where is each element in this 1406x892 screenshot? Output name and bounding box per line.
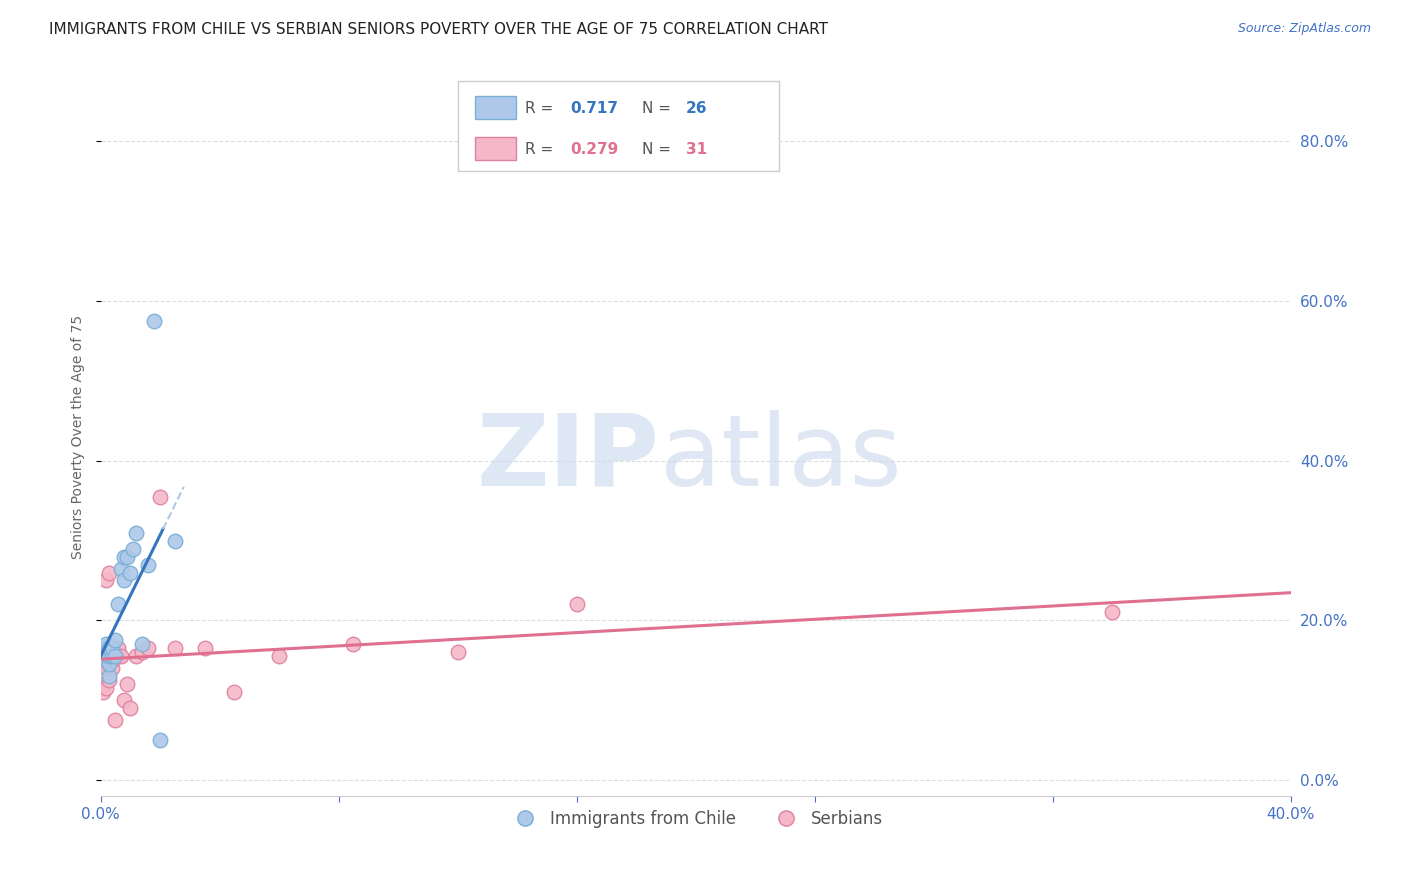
Point: [101, 649, 124, 664]
Text: ZIP: ZIP: [477, 409, 659, 507]
Point: [112, 574, 135, 588]
Point: [125, 525, 148, 540]
Text: R =: R =: [526, 101, 558, 116]
Point: [96, 653, 118, 667]
Text: 0.717: 0.717: [571, 101, 619, 116]
Point: [163, 641, 186, 656]
Point: [93, 649, 115, 664]
Point: [565, 598, 588, 612]
Point: [224, 685, 246, 699]
Legend: Immigrants from Chile, Serbians: Immigrants from Chile, Serbians: [502, 803, 890, 835]
Point: [110, 561, 132, 575]
Point: [117, 549, 139, 564]
Point: [107, 649, 129, 664]
Point: [96, 574, 118, 588]
Point: [93, 677, 115, 691]
FancyBboxPatch shape: [457, 81, 779, 171]
Point: [107, 641, 129, 656]
Point: [194, 641, 217, 656]
Point: [110, 649, 132, 664]
Point: [96, 681, 118, 696]
Point: [93, 685, 115, 699]
Text: N =: N =: [643, 142, 676, 157]
Point: [163, 533, 186, 548]
Point: [104, 649, 127, 664]
Point: [104, 633, 127, 648]
Point: [131, 645, 153, 659]
Point: [125, 649, 148, 664]
Point: [112, 693, 135, 707]
Point: [107, 598, 129, 612]
Text: 0.279: 0.279: [571, 142, 619, 157]
Point: [149, 733, 172, 747]
FancyBboxPatch shape: [475, 137, 516, 160]
Point: [120, 566, 142, 580]
Point: [104, 649, 127, 664]
Text: 31: 31: [686, 142, 707, 157]
Point: [120, 701, 142, 715]
Point: [112, 549, 135, 564]
Text: N =: N =: [643, 101, 676, 116]
Point: [96, 661, 118, 675]
Point: [98, 641, 121, 656]
FancyBboxPatch shape: [475, 96, 516, 120]
Point: [342, 637, 364, 651]
Point: [122, 541, 145, 556]
Point: [93, 641, 115, 656]
Point: [98, 649, 121, 664]
Point: [136, 558, 159, 572]
Point: [446, 645, 468, 659]
Point: [96, 637, 118, 651]
Point: [149, 490, 172, 504]
Point: [98, 566, 121, 580]
Point: [136, 641, 159, 656]
Text: atlas: atlas: [659, 409, 901, 507]
Text: Source: ZipAtlas.com: Source: ZipAtlas.com: [1237, 22, 1371, 36]
Text: R =: R =: [526, 142, 558, 157]
Point: [1101, 606, 1123, 620]
Point: [101, 653, 124, 667]
Point: [117, 677, 139, 691]
Point: [131, 637, 153, 651]
Point: [93, 657, 115, 672]
Point: [96, 645, 118, 659]
Point: [101, 641, 124, 656]
Point: [267, 649, 290, 664]
Point: [98, 657, 121, 672]
Y-axis label: Seniors Poverty Over the Age of 75: Seniors Poverty Over the Age of 75: [72, 315, 86, 558]
Point: [98, 673, 121, 688]
Point: [98, 669, 121, 683]
Text: IMMIGRANTS FROM CHILE VS SERBIAN SENIORS POVERTY OVER THE AGE OF 75 CORRELATION : IMMIGRANTS FROM CHILE VS SERBIAN SENIORS…: [49, 22, 828, 37]
Point: [101, 661, 124, 675]
Point: [143, 314, 166, 328]
Point: [104, 713, 127, 727]
Point: [98, 657, 121, 672]
Text: 26: 26: [686, 101, 707, 116]
